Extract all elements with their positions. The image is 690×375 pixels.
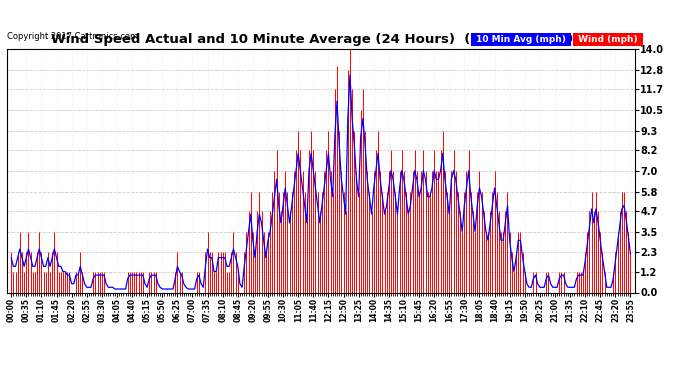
Text: Copyright 2017 Cartronics.com: Copyright 2017 Cartronics.com <box>7 32 138 41</box>
Text: Wind (mph): Wind (mph) <box>575 35 640 44</box>
Title: Wind Speed Actual and 10 Minute Average (24 Hours)  (New)  20170907: Wind Speed Actual and 10 Minute Average … <box>50 33 591 46</box>
Text: 10 Min Avg (mph): 10 Min Avg (mph) <box>473 35 569 44</box>
